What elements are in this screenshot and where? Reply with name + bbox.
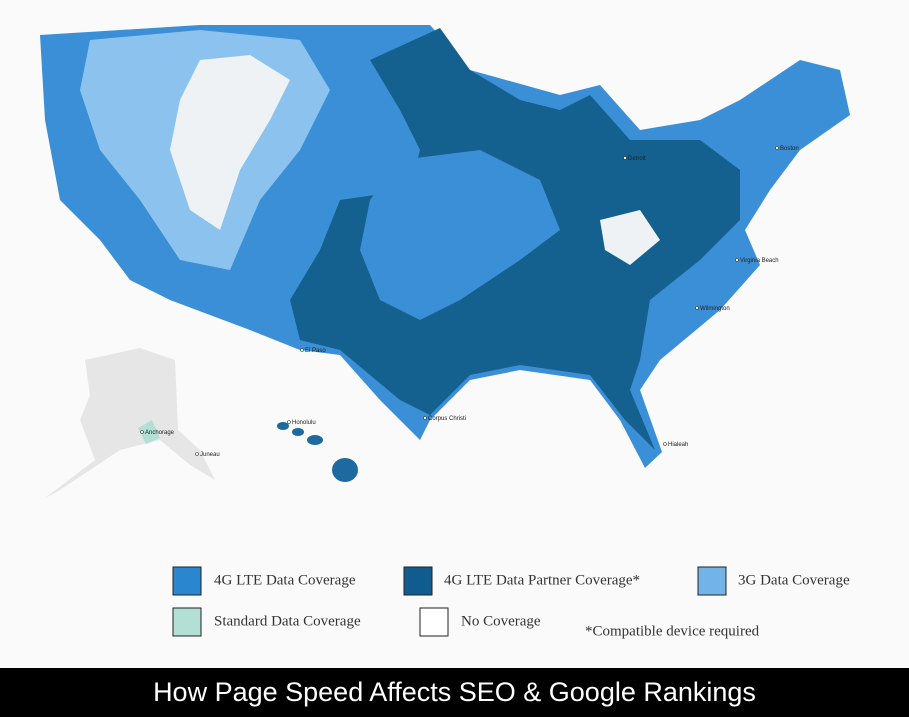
city-label: Boston: [780, 146, 799, 152]
alaska: [45, 348, 215, 498]
city-label: El Paso: [305, 348, 326, 354]
legend-swatch: [172, 566, 202, 596]
city-dot: [663, 442, 667, 446]
caption-banner: How Page Speed Affects SEO & Google Rank…: [0, 668, 909, 717]
legend-note: *Compatible device required: [585, 623, 760, 639]
city-dot: [140, 430, 144, 434]
legend-swatch: [172, 607, 202, 637]
legend-label: Standard Data Coverage: [214, 613, 361, 629]
no-coverage-patch: [600, 210, 660, 265]
legend-swatch: [419, 607, 449, 637]
legend-swatch: [697, 566, 727, 596]
city-label: Hialeah: [668, 442, 688, 448]
city-dot: [287, 420, 291, 424]
hawaii: [277, 422, 358, 482]
city-dot: [195, 452, 199, 456]
legend-label: 4G LTE Data Partner Coverage*: [444, 572, 640, 588]
city-dot: [775, 146, 779, 150]
city-dot: [423, 416, 427, 420]
no-coverage-patch: [170, 55, 290, 230]
city-dot: [735, 258, 739, 262]
city-label: Detroit: [628, 156, 646, 162]
legend-label: 3G Data Coverage: [738, 572, 850, 588]
city-label: Corpus Christi: [428, 416, 466, 422]
city-label: Virginia Beach: [740, 258, 779, 264]
city-dot: [300, 348, 304, 352]
alaska-coverage: [138, 420, 160, 444]
lte-region: [360, 150, 560, 320]
city-label: Anchorage: [145, 430, 175, 436]
city-dot: [695, 306, 699, 310]
city-dot: [623, 156, 627, 160]
city-label: Honolulu: [292, 420, 316, 426]
map: Anchorage Juneau Honolulu Corpus Christi Hia…: [40, 25, 850, 640]
legend-swatch: [403, 566, 433, 596]
city-label: Juneau: [200, 452, 220, 458]
legend-label: 4G LTE Data Coverage: [214, 572, 356, 588]
legend-label: No Coverage: [461, 613, 541, 629]
city-label: Wilmington: [700, 306, 730, 312]
